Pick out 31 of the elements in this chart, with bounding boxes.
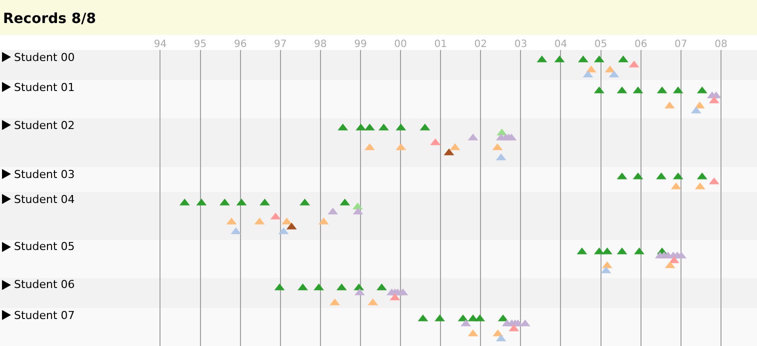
band-label: Student 07 — [14, 309, 75, 322]
x-tick-label: 97 — [274, 39, 287, 50]
band-label: Student 03 — [14, 168, 75, 181]
band-label: Student 00 — [14, 51, 75, 64]
band-label: Student 06 — [14, 278, 75, 291]
x-tick-label: 05 — [594, 39, 608, 50]
x-tick-label: 07 — [674, 39, 688, 50]
band-label: Student 02 — [14, 119, 75, 132]
x-tick-label: 99 — [354, 39, 367, 50]
point — [434, 314, 445, 322]
x-tick-label: 08 — [714, 39, 728, 50]
x-tick-label: 95 — [194, 39, 207, 50]
point — [634, 247, 644, 254]
band-label: Student 05 — [14, 240, 75, 253]
x-tick-label: 98 — [314, 39, 327, 50]
x-tick-label: 03 — [514, 39, 528, 50]
x-tick-label: 94 — [154, 39, 167, 50]
band-label: Student 01 — [14, 81, 75, 94]
x-tick-label: 00 — [394, 39, 407, 50]
chart-title: Records 8/8 — [3, 10, 96, 27]
point — [298, 283, 308, 290]
x-tick-label: 02 — [474, 39, 487, 50]
point — [602, 247, 612, 254]
x-tick-label: 04 — [554, 39, 568, 50]
x-tick-label: 06 — [634, 39, 648, 50]
x-tick-label: 01 — [434, 39, 447, 50]
point — [656, 172, 666, 180]
point — [376, 283, 387, 290]
point — [602, 261, 612, 268]
band-label: Student 04 — [14, 193, 75, 206]
x-tick-label: 96 — [234, 39, 247, 50]
